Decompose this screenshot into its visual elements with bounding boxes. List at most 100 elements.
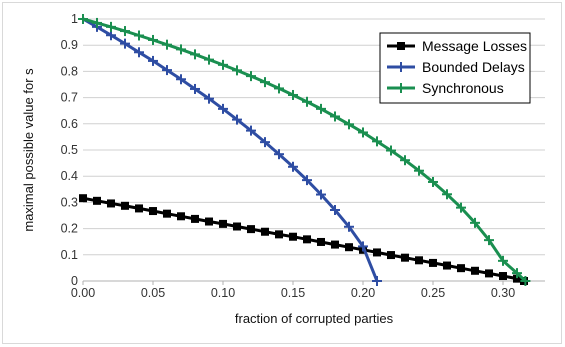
data-point-message-losses <box>317 237 325 246</box>
data-point-message-losses <box>387 251 395 260</box>
data-point-bounded-delays <box>330 204 340 215</box>
data-point-synchronous <box>330 111 340 122</box>
data-point-bounded-delays <box>344 221 354 232</box>
data-point-synchronous <box>260 77 270 88</box>
legend-label: Bounded Delays <box>422 59 525 75</box>
data-point-message-losses <box>233 222 241 231</box>
x-tick-label: 0.00 <box>71 286 95 300</box>
series <box>78 14 531 286</box>
data-point-bounded-delays <box>176 74 186 85</box>
data-point-message-losses <box>135 204 143 213</box>
data-point-message-losses <box>429 258 437 267</box>
y-tick-label: 0.7 <box>61 91 78 105</box>
y-tick-label: 0.2 <box>61 222 78 236</box>
data-point-bounded-delays <box>162 65 172 76</box>
data-point-bounded-delays <box>372 276 382 286</box>
data-point-synchronous <box>358 127 368 138</box>
data-point-message-losses <box>443 261 451 270</box>
data-point-message-losses <box>401 253 409 262</box>
data-point-bounded-delays <box>316 189 326 200</box>
data-point-message-losses <box>415 256 423 265</box>
data-point-synchronous <box>372 136 382 147</box>
data-point-message-losses <box>107 199 115 208</box>
y-tick-label: 0 <box>71 274 78 288</box>
series-bounded-delays <box>78 14 382 286</box>
data-point-message-losses <box>121 201 129 210</box>
legend-marker <box>397 42 405 50</box>
data-point-bounded-delays <box>246 125 256 136</box>
data-point-synchronous <box>498 255 508 266</box>
data-point-synchronous <box>190 49 200 60</box>
legend-item-bounded-delays: Bounded Delays <box>387 59 525 75</box>
x-tick-label: 0.30 <box>491 286 515 300</box>
data-point-message-losses <box>205 217 213 226</box>
legend-label: Message Losses <box>422 38 527 54</box>
data-point-synchronous <box>512 268 522 279</box>
series-message-losses <box>79 194 528 285</box>
data-point-message-losses <box>373 248 381 257</box>
data-point-bounded-delays <box>232 114 242 125</box>
data-point-bounded-delays <box>260 137 270 148</box>
data-point-message-losses <box>485 269 493 278</box>
data-point-synchronous <box>442 189 452 200</box>
y-tick-label: 0.6 <box>61 117 78 131</box>
data-point-synchronous <box>386 145 396 156</box>
data-point-synchronous <box>302 96 312 107</box>
data-point-message-losses <box>331 240 339 249</box>
data-point-synchronous <box>246 71 256 82</box>
data-point-synchronous <box>218 59 228 70</box>
data-point-synchronous <box>288 89 298 100</box>
data-point-message-losses <box>247 225 255 234</box>
data-point-message-losses <box>289 232 297 241</box>
data-point-bounded-delays <box>120 38 130 49</box>
x-tick-label: 0.25 <box>421 286 445 300</box>
data-point-synchronous <box>78 14 88 24</box>
x-tick-label: 0.05 <box>141 286 165 300</box>
data-point-bounded-delays <box>358 241 368 252</box>
y-tick-label: 0.5 <box>61 143 78 157</box>
data-point-synchronous <box>176 44 186 55</box>
data-point-message-losses <box>149 207 157 216</box>
data-point-synchronous <box>162 39 172 50</box>
y-tick-label: 0.8 <box>61 64 78 78</box>
data-point-synchronous <box>428 176 438 187</box>
x-tick-label: 0.15 <box>281 286 305 300</box>
data-point-synchronous <box>120 26 130 37</box>
data-point-bounded-delays <box>148 55 158 66</box>
legend-item-message-losses: Message Losses <box>387 38 527 54</box>
data-point-bounded-delays <box>288 161 298 172</box>
tick-labels: 0 0.1 0.2 0.3 0.4 0.5 0.6 0.7 0.8 0.9 1 0.00 0.05 0.1… <box>61 12 516 300</box>
data-point-message-losses <box>513 274 521 283</box>
data-point-synchronous <box>484 235 494 246</box>
y-tick-label: 0.1 <box>61 248 78 262</box>
data-point-bounded-delays <box>302 175 312 186</box>
data-point-message-losses <box>499 272 507 281</box>
y-tick-label: 1 <box>71 12 78 26</box>
data-point-message-losses <box>457 264 465 273</box>
series-line-bounded-delays <box>82 17 379 282</box>
data-point-message-losses <box>177 212 185 221</box>
series-synchronous <box>78 14 531 286</box>
data-point-bounded-delays <box>274 149 284 160</box>
data-point-message-losses <box>191 214 199 223</box>
legend-marker <box>396 62 406 72</box>
data-point-message-losses <box>303 235 311 244</box>
data-point-bounded-delays <box>134 47 144 58</box>
legend-items: Message Losses Bounded Delays Synchronous <box>387 38 527 96</box>
legend-label: Synchronous <box>422 80 504 96</box>
data-point-synchronous <box>274 83 284 94</box>
data-point-synchronous <box>344 119 354 130</box>
data-point-message-losses <box>93 196 101 205</box>
y-tick-label: 0.3 <box>61 195 78 209</box>
data-point-bounded-delays <box>106 30 116 41</box>
data-point-message-losses <box>345 243 353 252</box>
axes <box>82 280 545 285</box>
data-point-bounded-delays <box>204 93 214 104</box>
legend-marker <box>396 83 406 93</box>
data-point-synchronous <box>148 34 158 45</box>
data-point-synchronous <box>92 17 102 28</box>
data-point-synchronous <box>204 54 214 65</box>
data-point-synchronous <box>400 155 410 166</box>
data-point-message-losses <box>275 230 283 239</box>
